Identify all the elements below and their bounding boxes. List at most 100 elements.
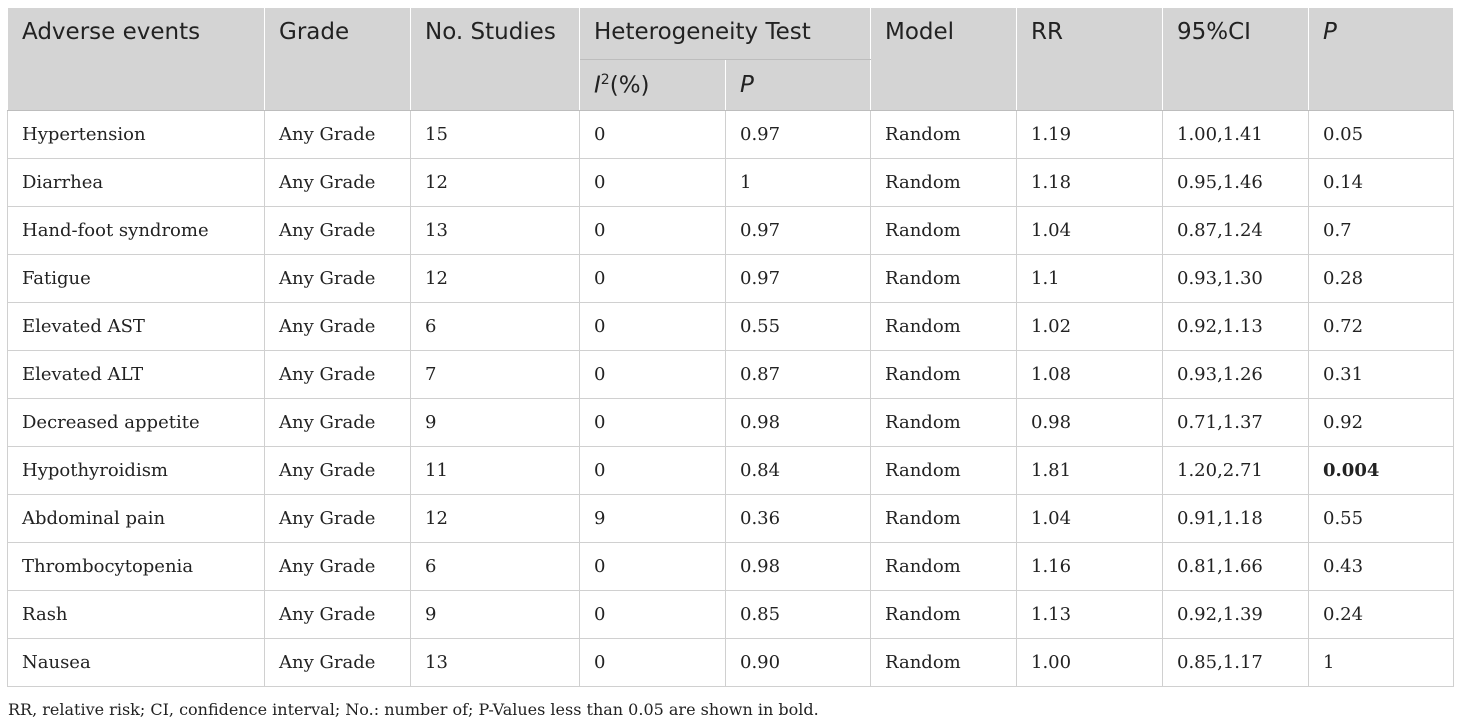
cell-studies: 11 — [410, 446, 580, 495]
cell-studies: 12 — [410, 494, 580, 543]
cell-grade: Any Grade — [264, 302, 411, 351]
cell-grade: Any Grade — [264, 254, 411, 303]
header-95ci: 95%CI — [1162, 7, 1309, 111]
cell-grade: Any Grade — [264, 110, 411, 159]
cell-rr: 1.08 — [1016, 350, 1163, 399]
cell-event: Rash — [7, 590, 265, 639]
cell-ci: 0.85,1.17 — [1162, 638, 1309, 687]
cell-event: Abdominal pain — [7, 494, 265, 543]
cell-het-p: 0.85 — [725, 590, 871, 639]
cell-p: 0.43 — [1308, 542, 1454, 591]
cell-i2: 9 — [579, 494, 726, 543]
header-adverse-events: Adverse events — [7, 7, 265, 111]
cell-i2: 0 — [579, 398, 726, 447]
cell-model: Random — [870, 110, 1017, 159]
table-body: Hypertension Any Grade 15 0 0.97 Random 1.19 1.… — [7, 110, 1454, 687]
cell-rr: 1.1 — [1016, 254, 1163, 303]
cell-rr: 1.81 — [1016, 446, 1163, 495]
cell-grade: Any Grade — [264, 494, 411, 543]
cell-het-p: 0.84 — [725, 446, 871, 495]
cell-model: Random — [870, 638, 1017, 687]
header-p: P — [1308, 7, 1454, 111]
table-container: Adverse events Grade No. Studies Heterog… — [7, 7, 1454, 687]
cell-ci: 0.93,1.30 — [1162, 254, 1309, 303]
cell-grade: Any Grade — [264, 542, 411, 591]
cell-het-p: 0.97 — [725, 254, 871, 303]
cell-i2: 0 — [579, 158, 726, 207]
cell-i2: 0 — [579, 302, 726, 351]
cell-event: Hypothyroidism — [7, 446, 265, 495]
cell-het-p: 0.97 — [725, 206, 871, 255]
cell-rr: 1.19 — [1016, 110, 1163, 159]
cell-grade: Any Grade — [264, 206, 411, 255]
header-heterogeneity-p: P — [725, 59, 871, 111]
table-row: Hypertension Any Grade 15 0 0.97 Random 1.19 1.… — [7, 110, 1454, 159]
cell-ci: 1.00,1.41 — [1162, 110, 1309, 159]
cell-p: 0.24 — [1308, 590, 1454, 639]
cell-p: 0.004 — [1308, 446, 1454, 495]
cell-het-p: 0.98 — [725, 542, 871, 591]
cell-model: Random — [870, 350, 1017, 399]
cell-event: Elevated ALT — [7, 350, 265, 399]
header-rr: RR — [1016, 7, 1163, 111]
cell-studies: 6 — [410, 302, 580, 351]
adverse-events-table: Adverse events Grade No. Studies Heterog… — [7, 7, 1454, 687]
cell-het-p: 0.87 — [725, 350, 871, 399]
header-i2: I2(%) — [579, 59, 726, 111]
cell-event: Fatigue — [7, 254, 265, 303]
cell-p: 0.72 — [1308, 302, 1454, 351]
cell-rr: 1.04 — [1016, 206, 1163, 255]
cell-grade: Any Grade — [264, 638, 411, 687]
table-row: Thrombocytopenia Any Grade 6 0 0.98 Random 1.1… — [7, 542, 1454, 591]
cell-i2: 0 — [579, 254, 726, 303]
cell-model: Random — [870, 158, 1017, 207]
cell-studies: 9 — [410, 398, 580, 447]
cell-studies: 15 — [410, 110, 580, 159]
header-heterogeneity-test: Heterogeneity Test — [579, 7, 871, 60]
cell-event: Hand-foot syndrome — [7, 206, 265, 255]
cell-model: Random — [870, 254, 1017, 303]
cell-studies: 6 — [410, 542, 580, 591]
table-row: Rash Any Grade 9 0 0.85 Random 1.13 0.92,1.39 0.… — [7, 590, 1454, 639]
cell-grade: Any Grade — [264, 398, 411, 447]
cell-i2: 0 — [579, 542, 726, 591]
cell-ci: 0.87,1.24 — [1162, 206, 1309, 255]
header-no-studies: No. Studies — [410, 7, 580, 111]
cell-het-p: 0.98 — [725, 398, 871, 447]
cell-rr: 1.18 — [1016, 158, 1163, 207]
table-row: Hypothyroidism Any Grade 11 0 0.84 Random 1.81… — [7, 446, 1454, 495]
cell-ci: 0.95,1.46 — [1162, 158, 1309, 207]
i2-symbol: I — [594, 72, 601, 99]
cell-i2: 0 — [579, 206, 726, 255]
cell-rr: 1.16 — [1016, 542, 1163, 591]
cell-model: Random — [870, 398, 1017, 447]
cell-rr: 0.98 — [1016, 398, 1163, 447]
cell-i2: 0 — [579, 446, 726, 495]
cell-het-p: 0.97 — [725, 110, 871, 159]
cell-i2: 0 — [579, 638, 726, 687]
i2-superscript: 2 — [600, 72, 610, 88]
cell-het-p: 0.36 — [725, 494, 871, 543]
cell-p: 0.14 — [1308, 158, 1454, 207]
cell-p: 0.7 — [1308, 206, 1454, 255]
table-row: Decreased appetite Any Grade 9 0 0.98 Random 0… — [7, 398, 1454, 447]
cell-p: 0.92 — [1308, 398, 1454, 447]
cell-het-p: 0.90 — [725, 638, 871, 687]
cell-event: Hypertension — [7, 110, 265, 159]
cell-i2: 0 — [579, 590, 726, 639]
cell-model: Random — [870, 590, 1017, 639]
cell-studies: 12 — [410, 158, 580, 207]
cell-event: Nausea — [7, 638, 265, 687]
table-row: Hand-foot syndrome Any Grade 13 0 0.97 Random… — [7, 206, 1454, 255]
cell-grade: Any Grade — [264, 350, 411, 399]
table-row: Elevated ALT Any Grade 7 0 0.87 Random 1.08 0.9… — [7, 350, 1454, 399]
cell-p: 1 — [1308, 638, 1454, 687]
cell-event: Decreased appetite — [7, 398, 265, 447]
cell-model: Random — [870, 494, 1017, 543]
cell-studies: 13 — [410, 206, 580, 255]
table-row: Diarrhea Any Grade 12 0 1 Random 1.18 0.95,1.46… — [7, 158, 1454, 207]
cell-grade: Any Grade — [264, 446, 411, 495]
cell-p: 0.05 — [1308, 110, 1454, 159]
table-row: Nausea Any Grade 13 0 0.90 Random 1.00 0.85,1.1… — [7, 638, 1454, 687]
cell-model: Random — [870, 542, 1017, 591]
